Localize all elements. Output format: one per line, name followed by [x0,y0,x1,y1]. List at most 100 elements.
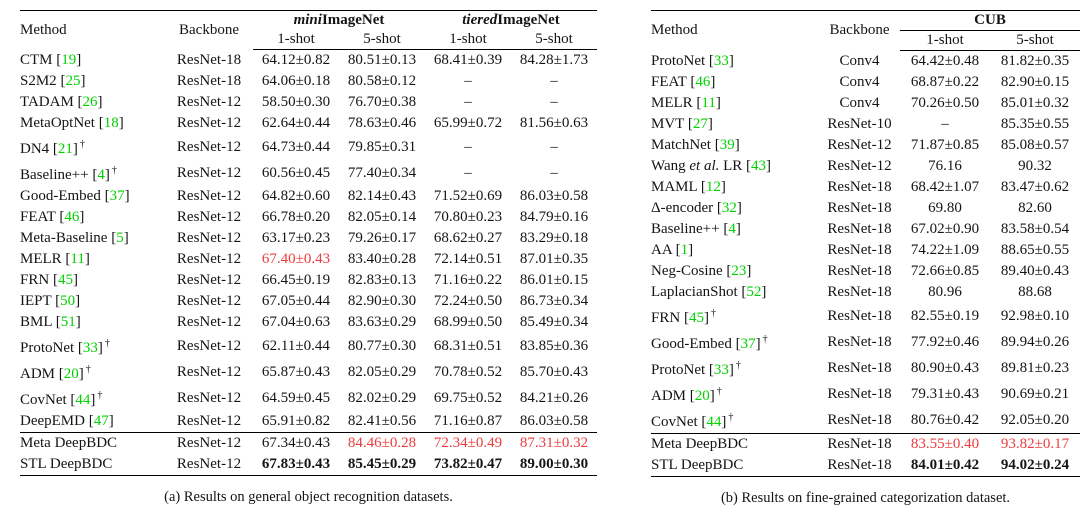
citation-ref[interactable]: 50 [60,293,76,309]
table-row: MAML [12] ResNet-18 68.42±1.07 83.47±0.62 [651,177,1080,198]
citation-ref[interactable]: 20 [63,366,79,382]
citation-ref[interactable]: 47 [93,413,109,429]
value-cell: 63.17±0.23 [261,230,331,246]
citation-ref[interactable]: 12 [705,179,721,195]
method-cell: ProtoNet [33] [651,52,734,69]
citation-ref[interactable]: 43 [751,158,767,174]
citation-ref[interactable]: 11 [701,95,716,111]
value-cell: 82.14±0.43 [347,188,417,204]
citation-ref[interactable]: 26 [82,94,98,110]
method-cell: AA [1] [651,242,694,258]
method-cell: MatchNet [39] [651,137,740,153]
citation-ref[interactable]: 39 [719,137,735,153]
citation-ref[interactable]: 37 [109,188,125,204]
method-cell: Baseline++ [4] [651,221,741,237]
value-cell: 68.42±1.07 [910,179,980,195]
value-cell: 83.55±0.40 [900,433,990,455]
citation-ref[interactable]: 51 [60,314,76,330]
method-label: MAML [651,179,698,195]
method-cell: STL DeepBDC [20,454,165,476]
value-cell: 68.87±0.22 [910,74,980,90]
backbone-cell: ResNet-12 [176,293,242,309]
value-cell: 82.55±0.19 [910,307,980,324]
value-cell: 84.01±0.42 [910,457,980,473]
method-label: MetaOptNet [20,115,95,131]
value-cell: 68.31±0.51 [433,337,503,354]
citation-ref[interactable]: 32 [721,200,737,216]
method-label: DeepEMD [20,413,85,429]
value-cell: 62.11±0.44 [262,337,330,354]
method-label: LaplacianShot [651,284,738,300]
table-row: FRN [45] † ResNet-18 82.55±0.19 92.98±0.10 [651,303,1080,329]
method-column-header: Method [20,21,67,38]
value-cell: 66.78±0.20 [261,209,331,225]
citation-ref[interactable]: 46 [695,74,711,90]
citation-ref[interactable]: 33 [713,52,729,69]
value-cell: 76.16 [928,158,962,174]
method-label: Δ-encoder [651,200,714,216]
citation-ref[interactable]: 33 [82,340,98,356]
citation-ref[interactable]: 44 [75,392,91,408]
citation-ref[interactable]: 20 [694,388,710,404]
citation-ref[interactable]: 33 [713,362,729,378]
citation-ref[interactable]: 4 [97,167,105,183]
method-cell: FEAT [46] [651,74,716,90]
table-row: Meta-Baseline [5] ResNet-12 63.17±0.23 79.2… [20,228,597,249]
value-cell: 85.45±0.29 [347,456,417,472]
method-cell: CovNet [44] † [20,390,103,408]
citation-ref[interactable]: 19 [61,51,77,68]
citation-ref[interactable]: 27 [692,116,708,132]
method-cell: Meta DeepBDC [20,432,165,454]
value-cell: 86.03±0.58 [519,188,589,204]
method-label: Baseline++ [651,221,720,237]
method-label: ProtoNet [651,362,706,378]
value-cell: 85.35±0.55 [1000,116,1070,132]
table-row: ADM [20] † ResNet-12 65.87±0.43 82.05±0.29 70… [20,359,597,385]
method-cell: Meta-Baseline [5] [20,230,129,246]
citation-ref[interactable]: 45 [688,310,704,326]
method-label: S2M2 [20,73,57,89]
table-row: DeepEMD [47] ResNet-12 65.91±0.82 82.41±0.5… [20,411,597,433]
citation-ref[interactable]: 25 [65,73,81,89]
citation-ref[interactable]: 5 [116,230,124,246]
citation-ref[interactable]: 52 [746,284,762,300]
results-table-a-host: Method Backbone miniImageNet tieredImageNet… [20,10,597,476]
value-cell: 85.08±0.57 [1000,137,1070,153]
header-group-row: Method Backbone miniImageNet tieredImageNet [20,11,597,38]
citation-ref[interactable]: 45 [57,272,73,288]
value-cell: 71.16±0.22 [433,272,503,288]
value-cell: 67.05±0.44 [261,293,331,309]
method-label: FEAT [20,209,56,225]
citation-ref[interactable]: 11 [70,251,85,267]
method-cell: MetaOptNet [18] [20,115,124,131]
method-label: Neg-Cosine [651,263,723,279]
backbone-cell: ResNet-12 [165,432,253,454]
citation-ref[interactable]: 23 [731,263,747,279]
value-cell: – [550,164,558,181]
value-cell: 67.02±0.90 [910,221,980,237]
value-cell: 83.40±0.28 [347,251,417,267]
value-cell: 69.75±0.52 [433,389,503,406]
citation-ref[interactable]: 44 [706,414,722,430]
value-cell: 68.99±0.50 [433,314,503,330]
method-label: ADM [20,366,56,382]
value-cell: 87.01±0.35 [519,251,589,267]
citation-ref[interactable]: 21 [57,141,73,157]
method-cell: MELR [11] [20,251,90,267]
value-cell: 84.46±0.28 [339,432,425,454]
value-cell: 66.45±0.19 [261,272,331,288]
citation-ref[interactable]: 4 [728,221,736,237]
method-label: FRN [651,310,681,326]
shot-column-header: 1-shot [253,30,339,50]
citation-ref[interactable]: 1 [680,242,689,258]
backbone-cell: ResNet-12 [176,363,242,380]
citation-ref[interactable]: 46 [64,209,80,225]
citation-ref[interactable]: 37 [740,336,756,352]
method-cell: Δ-encoder [32] [651,200,742,216]
citation-ref[interactable]: 18 [103,115,119,131]
backbone-cell: ResNet-18 [819,433,900,455]
method-label: DN4 [20,141,50,157]
method-cell: MELR [11] [651,95,721,111]
method-cell: CovNet [44] † [651,412,734,430]
method-column-header: Method [651,22,698,39]
